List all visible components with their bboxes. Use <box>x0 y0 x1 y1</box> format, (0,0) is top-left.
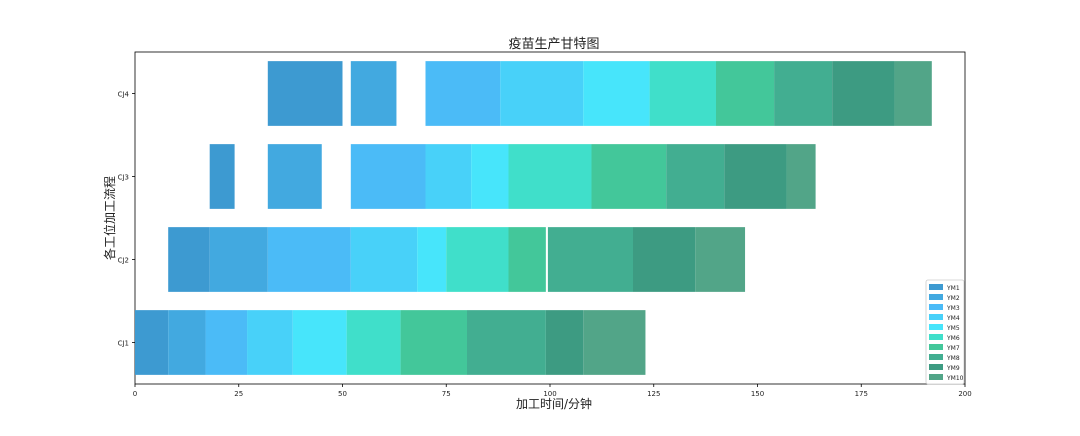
legend-label-ym2: YM2 <box>946 295 960 302</box>
x-tick-label: 25 <box>234 390 243 398</box>
chart-title: 疫苗生产甘特图 <box>508 36 599 52</box>
gantt-bar-cj3-ym6 <box>508 144 592 209</box>
gantt-bar-cj1-ym10 <box>583 310 646 375</box>
gantt-bar-cj3-ym3 <box>350 144 426 209</box>
legend-label-ym9: YM9 <box>946 365 960 372</box>
x-tick-label: 0 <box>133 390 137 398</box>
gantt-bar-cj3-ym8 <box>666 144 725 209</box>
gantt-bar-cj1-ym4 <box>247 310 293 375</box>
gantt-bar-cj2-ym9 <box>633 227 696 292</box>
legend-label-ym7: YM7 <box>946 345 960 352</box>
gantt-bar-cj3-ym9 <box>724 144 787 209</box>
gantt-bar-cj3-ym5 <box>471 144 509 209</box>
y-tick-label: CJ4 <box>118 91 130 99</box>
legend-swatch-ym7 <box>929 344 943 350</box>
x-axis: 0 25 50 75 100 125 150 175 200 <box>133 384 972 398</box>
gantt-bar-cj2-ym3 <box>267 227 351 292</box>
gantt-bar-cj1-ym5 <box>292 310 347 375</box>
gantt-bar-cj2-ym6 <box>446 227 509 292</box>
gantt-bar-cj2-ym10 <box>695 227 746 292</box>
gantt-bar-cj4-ym1 <box>267 61 343 126</box>
gantt-bar-cj4-ym8 <box>774 61 833 126</box>
x-tick-label: 175 <box>855 390 868 398</box>
legend-label-ym6: YM6 <box>946 335 960 342</box>
y-tick-label: CJ1 <box>118 340 129 348</box>
legend-label-ym4: YM4 <box>946 315 960 322</box>
legend-swatch-ym9 <box>929 364 943 370</box>
gantt-bar-cj2-ym8 <box>547 227 633 292</box>
legend-label-ym5: YM5 <box>946 325 960 332</box>
gantt-bar-cj4-ym7 <box>716 61 775 126</box>
gantt-bar-cj3-ym2 <box>267 144 322 209</box>
gantt-bar-cj4-ym4 <box>500 61 584 126</box>
gantt-bar-cj4-ym5 <box>583 61 650 126</box>
x-axis-label: 加工时间/分钟 <box>516 396 592 411</box>
legend-swatch-ym8 <box>929 354 943 360</box>
gantt-bar-cj1-ym2 <box>168 310 206 375</box>
legend-label-ym1: YM1 <box>946 285 960 292</box>
legend-swatch-ym2 <box>929 294 943 300</box>
gantt-bar-cj1-ym3 <box>205 310 248 375</box>
x-tick-label: 200 <box>958 390 971 398</box>
y-tick-label: CJ2 <box>118 257 129 265</box>
gantt-bar-cj4-ym9 <box>832 61 895 126</box>
legend-swatch-ym4 <box>929 314 943 320</box>
gantt-bar-cj4-ym10 <box>894 61 932 126</box>
y-tick-label: CJ3 <box>118 174 129 182</box>
x-tick-label: 50 <box>338 390 347 398</box>
legend-swatch-ym10 <box>929 374 943 380</box>
y-axis: CJ1 CJ2 CJ3 CJ4 <box>118 91 135 348</box>
gantt-bar-cj2-ym5 <box>417 227 447 292</box>
gantt-bar-cj3-ym4 <box>425 144 472 209</box>
legend-swatch-ym5 <box>929 324 943 330</box>
x-tick-label: 125 <box>647 390 660 398</box>
gantt-bar-cj2-ym4 <box>350 227 418 292</box>
x-tick-label: 75 <box>442 390 451 398</box>
gantt-bar-cj1-ym7 <box>400 310 467 375</box>
legend-swatch-ym1 <box>929 284 943 290</box>
x-tick-label: 150 <box>751 390 764 398</box>
gantt-bar-cj3-ym7 <box>591 144 667 209</box>
gantt-bar-cj3-ym1 <box>209 144 235 209</box>
legend-label-ym8: YM8 <box>946 355 960 362</box>
legend-swatch-ym3 <box>929 304 943 310</box>
gantt-bar-cj4-ym6 <box>649 61 716 126</box>
gantt-bar-cj1-ym9 <box>545 310 584 375</box>
gantt-bar-cj2-ym2 <box>209 227 268 292</box>
gantt-bar-cj4-ym2 <box>350 61 397 126</box>
gantt-bar-cj1-ym1 <box>135 310 169 375</box>
legend-label-ym10: YM10 <box>946 375 964 382</box>
x-tick-label: 100 <box>543 390 556 398</box>
legend: YM1 YM2 YM3 YM4 YM5 YM6 YM7 YM8 YM9 YM10 <box>925 279 965 385</box>
gantt-bar-cj1-ym8 <box>467 310 546 375</box>
gantt-bar-cj4-ym3 <box>425 61 501 126</box>
legend-swatch-ym6 <box>929 334 943 340</box>
gantt-bar-cj1-ym6 <box>346 310 401 375</box>
legend-label-ym3: YM3 <box>946 305 960 312</box>
gantt-bar-cj2-ym1 <box>168 227 210 292</box>
gantt-bar-cj3-ym10 <box>786 144 816 209</box>
y-axis-label: 各工位加工流程 <box>102 176 117 260</box>
gantt-bar-cj2-ym7 <box>508 227 546 292</box>
bars-layer <box>135 61 932 375</box>
